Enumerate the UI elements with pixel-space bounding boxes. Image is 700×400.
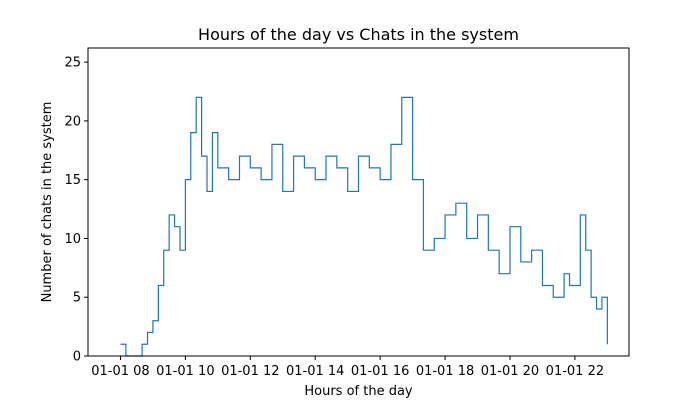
- y-tick-label-2: 10: [64, 232, 81, 247]
- series-line-0: [120, 96, 608, 357]
- ticks-layer: 01-01 08 01-01 10 01-01 12 01-01 14 01-01 16…: [64, 56, 604, 379]
- y-axis-label: Number of chats in the system: [40, 102, 55, 303]
- x-tick-label-6: 01-01 20: [481, 364, 539, 379]
- chart-title: Hours of the day vs Chats in the system: [198, 25, 519, 44]
- y-tick-label-0: 0: [73, 350, 81, 365]
- plot-frame: [87, 47, 630, 357]
- y-tick-label-5: 25: [64, 56, 81, 71]
- x-tick-label-3: 01-01 14: [286, 364, 344, 379]
- x-tick-label-5: 01-01 18: [416, 364, 474, 379]
- y-tick-label-3: 15: [64, 173, 81, 188]
- x-tick-label-1: 01-01 10: [156, 364, 214, 379]
- x-tick-label-2: 01-01 12: [221, 364, 279, 379]
- x-tick-label-0: 01-01 08: [91, 364, 149, 379]
- y-tick-label-4: 20: [64, 114, 81, 129]
- y-tick-label-1: 5: [73, 291, 81, 306]
- x-tick-label-7: 01-01 22: [546, 364, 604, 379]
- series-layer: [120, 96, 608, 357]
- x-axis-label: Hours of the day: [304, 384, 413, 399]
- x-tick-label-4: 01-01 16: [351, 364, 409, 379]
